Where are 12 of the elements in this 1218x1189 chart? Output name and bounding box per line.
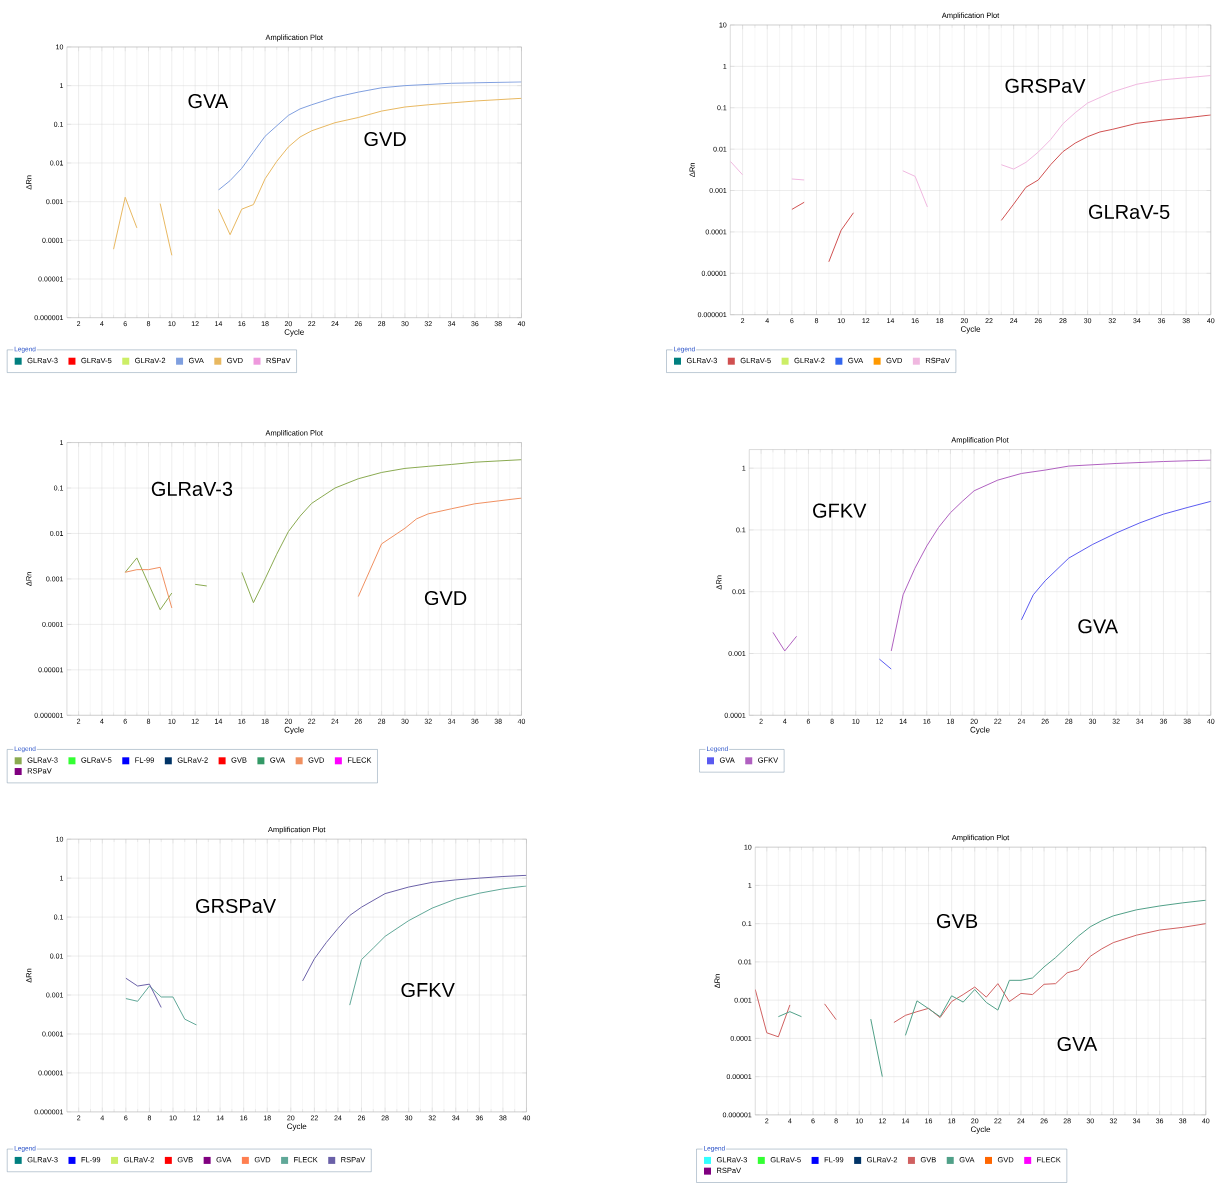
annotation: GLRaV-3	[151, 481, 233, 497]
annotation: GLRaV-5	[1089, 204, 1170, 219]
annotation: GRSPaV	[196, 899, 277, 914]
annotation: GVD	[364, 132, 406, 147]
annotation: GVA	[188, 94, 229, 109]
annotation: GVA	[1078, 619, 1119, 634]
annotation: GFKV	[813, 503, 867, 518]
annotation: GFKV	[401, 983, 455, 998]
annotation: GRSPaV	[1005, 78, 1086, 93]
annotation: GVD	[424, 591, 467, 606]
annotation: GVB	[937, 914, 978, 929]
annotation: GVA	[1057, 1036, 1098, 1052]
